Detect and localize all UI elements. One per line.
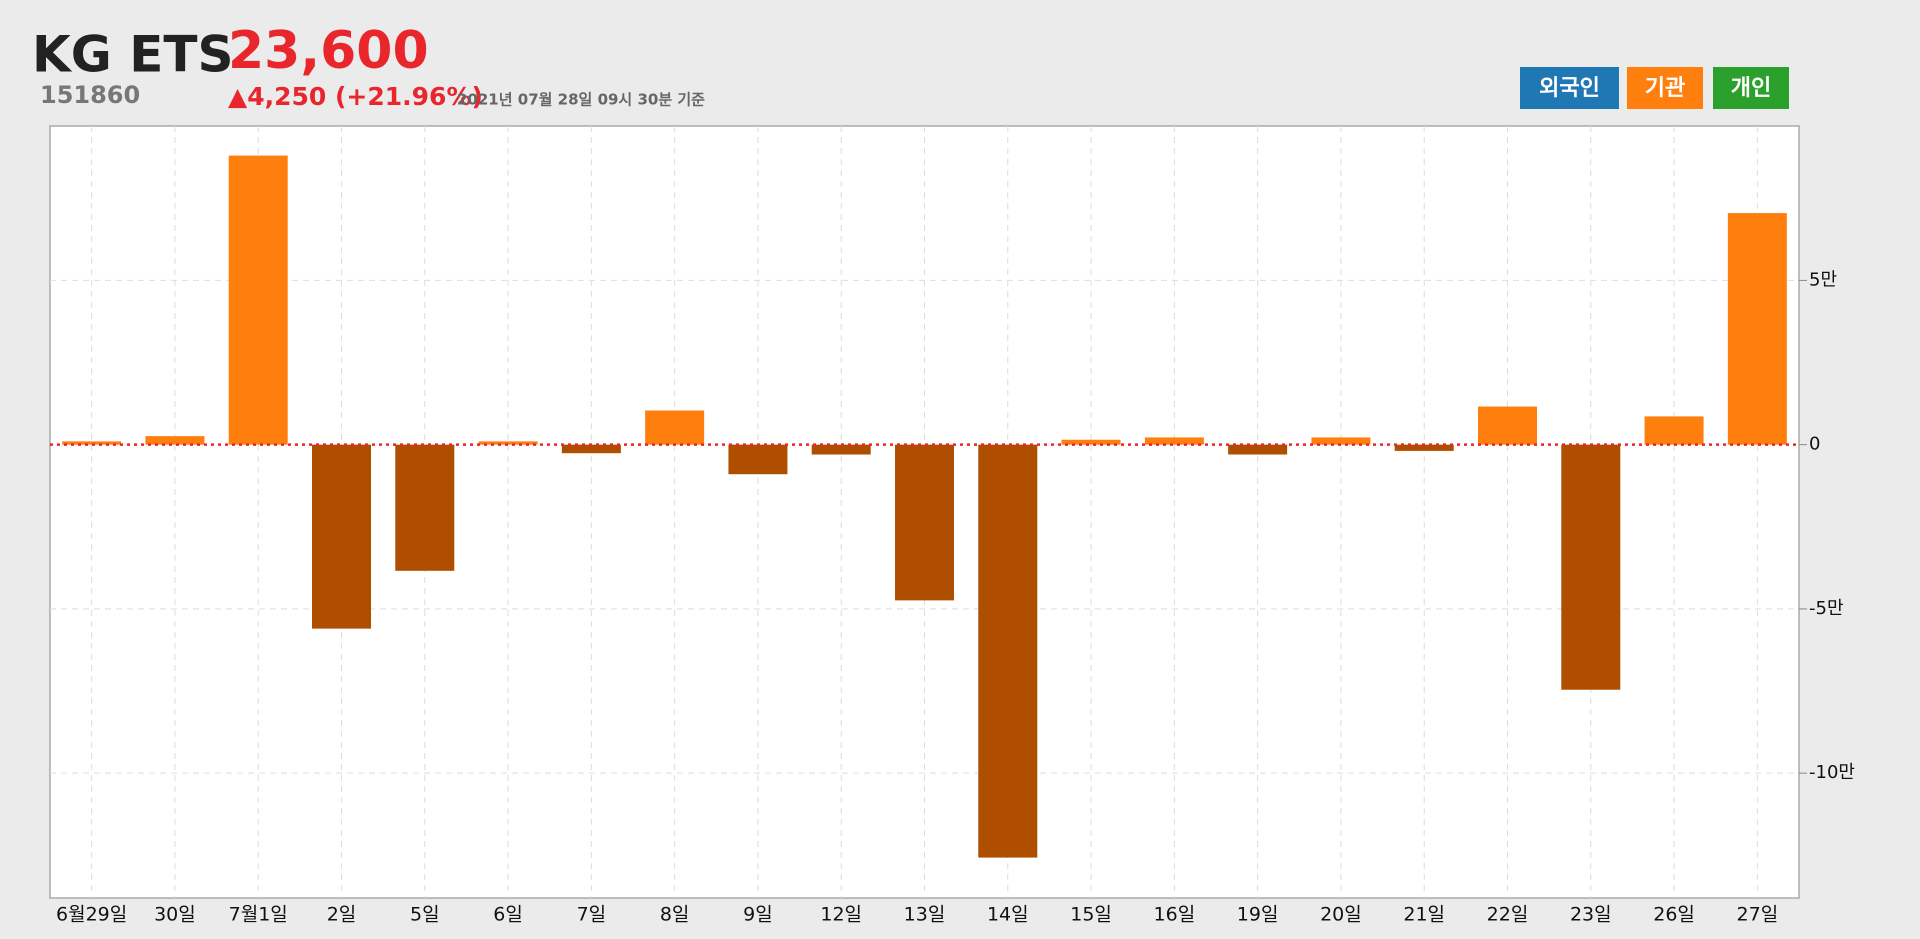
x-tick-label: 19일 — [1237, 904, 1279, 926]
bar — [1394, 444, 1454, 451]
bar — [1228, 444, 1288, 455]
legend-button[interactable] — [1627, 67, 1703, 109]
x-tick-label: 22일 — [1487, 904, 1529, 926]
bar — [645, 410, 705, 445]
legend-label[interactable]: 기관 — [1645, 76, 1685, 101]
x-tick-label: 14일 — [987, 904, 1029, 926]
bar — [1644, 416, 1704, 445]
y-tick-label: -10만 — [1809, 762, 1855, 783]
stock-code: 151860 — [40, 81, 140, 109]
bar — [478, 441, 538, 445]
bar — [1061, 439, 1121, 445]
legend-label[interactable]: 개인 — [1731, 76, 1771, 101]
legend-button[interactable] — [1713, 67, 1789, 109]
x-tick-label: 9일 — [743, 904, 773, 926]
stock-name: KG ETS — [32, 26, 233, 84]
x-tick-label: 5일 — [410, 904, 440, 926]
bar — [1144, 437, 1204, 445]
timestamp: 2021년 07월 28일 09시 30분 기준 — [457, 91, 705, 109]
bar — [728, 444, 788, 475]
legend-button[interactable] — [1520, 67, 1619, 109]
x-tick-label: 6월29일 — [56, 904, 127, 926]
x-tick-label: 7일 — [577, 904, 607, 926]
x-tick-label: 7월1일 — [229, 904, 288, 926]
x-tick-label: 13일 — [904, 904, 946, 926]
bar — [561, 444, 621, 454]
y-tick-label: 0 — [1809, 434, 1820, 455]
bar — [395, 444, 455, 571]
y-tick-label: -5만 — [1809, 598, 1844, 619]
y-tick-label: 5만 — [1809, 269, 1837, 290]
x-tick-label: 23일 — [1570, 904, 1612, 926]
x-tick-label: 21일 — [1403, 904, 1445, 926]
x-tick-label: 8일 — [660, 904, 690, 926]
price: 23,600 — [228, 21, 429, 81]
x-tick-label: 20일 — [1320, 904, 1362, 926]
bar — [1727, 213, 1787, 445]
bar — [895, 444, 954, 601]
bar — [978, 444, 1038, 858]
bar — [62, 441, 122, 445]
x-tick-label: 16일 — [1154, 904, 1196, 926]
x-tick-label: 12일 — [820, 904, 862, 926]
bar — [228, 155, 288, 445]
x-tick-label: 15일 — [1070, 904, 1112, 926]
legend-label[interactable]: 외국인 — [1539, 76, 1600, 101]
bar — [1561, 444, 1621, 690]
x-tick-label: 30일 — [154, 904, 196, 926]
x-tick-label: 6일 — [493, 904, 523, 926]
bar — [1311, 437, 1371, 445]
bar — [145, 436, 205, 445]
bar — [312, 444, 371, 629]
x-tick-label: 2일 — [327, 904, 357, 926]
price-change: ▲4,250 (+21.96%) — [228, 82, 483, 111]
x-tick-label: 26일 — [1653, 904, 1695, 926]
bar — [1478, 406, 1537, 445]
x-tick-label: 27일 — [1737, 904, 1779, 926]
bar — [811, 444, 871, 455]
